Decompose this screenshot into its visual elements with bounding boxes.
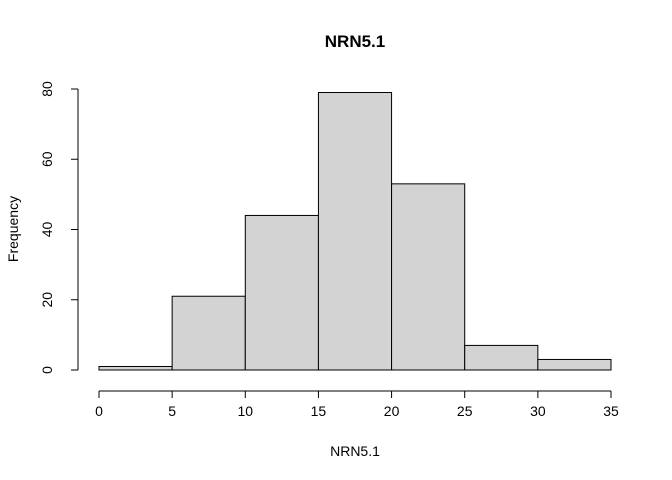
y-tick-label-2: 40 bbox=[39, 222, 55, 238]
y-tick-label-3: 60 bbox=[39, 151, 55, 167]
histogram-bar-3 bbox=[317, 92, 393, 371]
chart-title: NRN5.1 bbox=[325, 32, 385, 51]
x-tick-label-3: 15 bbox=[311, 403, 327, 419]
y-axis-label: Frequency bbox=[5, 196, 21, 262]
x-tick-label-1: 5 bbox=[168, 403, 176, 419]
x-axis-label: NRN5.1 bbox=[330, 443, 380, 459]
y-tick-label-1: 20 bbox=[39, 292, 55, 308]
x-tick-label-5: 25 bbox=[457, 403, 473, 419]
histogram-bar-5 bbox=[464, 344, 539, 371]
bars-group bbox=[98, 92, 612, 371]
x-tick-label-7: 35 bbox=[603, 403, 619, 419]
x-tick-label-6: 30 bbox=[530, 403, 546, 419]
histogram-bar-1 bbox=[171, 295, 246, 371]
histogram-bar-2 bbox=[244, 214, 319, 371]
x-axis: 0 5 10 15 20 25 30 35 bbox=[95, 390, 619, 419]
x-tick-label-0: 0 bbox=[95, 403, 103, 419]
y-tick-label-0: 0 bbox=[39, 366, 55, 374]
histogram-bar-4 bbox=[391, 183, 466, 371]
y-axis: 0 20 40 60 80 bbox=[39, 81, 79, 374]
histogram-bar-0 bbox=[98, 365, 173, 371]
histogram-bar-6 bbox=[537, 358, 612, 371]
y-tick-label-4: 80 bbox=[39, 81, 55, 97]
x-tick-label-4: 20 bbox=[384, 403, 400, 419]
x-tick-label-2: 10 bbox=[237, 403, 253, 419]
